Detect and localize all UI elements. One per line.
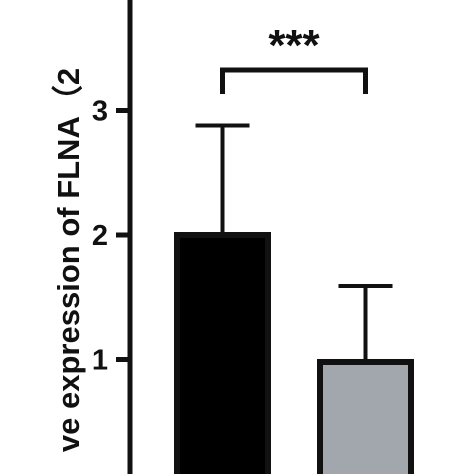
annotation-layer bbox=[220, 67, 368, 94]
bar-2 bbox=[317, 358, 414, 474]
axis-layer: 1 2 3 bbox=[92, 0, 133, 474]
bar-1 bbox=[174, 232, 271, 474]
significance-bracket bbox=[220, 67, 368, 94]
significance-label: *** bbox=[268, 21, 320, 70]
y-axis-label: ve expression of FLNA（2 bbox=[51, 68, 86, 452]
y-tick-label-1: 1 bbox=[92, 345, 108, 377]
bars-layer bbox=[174, 123, 414, 474]
y-tick-label-3: 3 bbox=[92, 96, 108, 128]
y-tick-label-2: 2 bbox=[92, 220, 108, 252]
